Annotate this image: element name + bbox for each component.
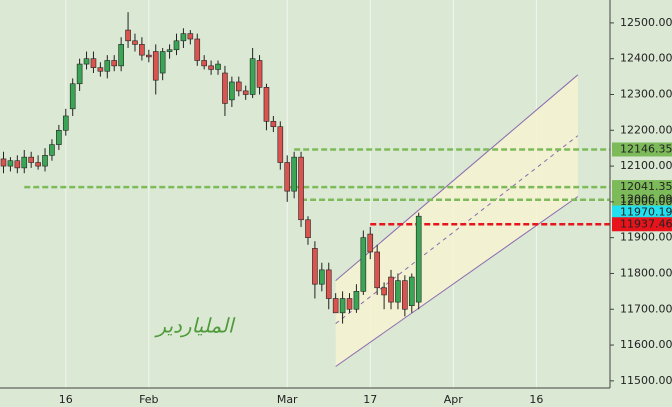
level-label-bg [612, 142, 672, 157]
candle-body [83, 58, 90, 65]
candle-body [0, 158, 7, 167]
y-tick-label: 11600.00 [620, 338, 672, 351]
candle-body [319, 269, 325, 285]
candle-body [49, 144, 55, 156]
level-label: 12041.35 [620, 180, 672, 193]
candle-body [325, 269, 332, 299]
candle-body [7, 160, 14, 167]
x-tick-label: Mar [277, 393, 298, 406]
x-tick-label: Feb [139, 393, 158, 406]
level-label: 12146.35 [620, 142, 672, 155]
x-tick-label: 16 [59, 393, 73, 406]
level-label: 11937.46 [620, 217, 672, 230]
candle-body [395, 280, 401, 303]
x-tick-label: 17 [363, 393, 377, 406]
candle-body [139, 44, 145, 56]
candle-body [353, 291, 360, 310]
candle-body [256, 60, 263, 88]
candle-body [42, 155, 48, 167]
y-tick-label: 12200.00 [620, 123, 672, 136]
candle-body [111, 60, 118, 67]
candle-body [332, 298, 339, 314]
y-tick-label: 12300.00 [620, 87, 672, 100]
candle-body [125, 29, 131, 42]
x-tick-label: Apr [444, 393, 464, 406]
candle-body [201, 60, 207, 67]
candle-body [132, 40, 138, 45]
candle-body [222, 72, 228, 104]
candle-body [76, 63, 83, 85]
candle-body [388, 276, 394, 303]
candle-body [173, 40, 180, 51]
candle-body [21, 156, 28, 169]
candle-body [242, 90, 249, 95]
level-label-bg [612, 192, 672, 207]
y-tick-label: 12400.00 [620, 52, 672, 65]
candle-body [90, 58, 97, 68]
candle-body [415, 215, 422, 303]
candle-body [146, 54, 152, 58]
candle-body [152, 51, 159, 81]
y-tick-label: 12500.00 [620, 16, 672, 29]
candle-body [104, 60, 111, 72]
candle-body [277, 126, 284, 163]
candle-body [35, 162, 41, 167]
y-tick-label: 12000.00 [620, 195, 672, 208]
candle-body [194, 38, 201, 61]
candle-body [69, 83, 76, 110]
candle-body [62, 115, 69, 131]
candle-body [56, 129, 62, 145]
candle-body [97, 67, 104, 72]
candle-body [367, 233, 374, 253]
candle-body [402, 280, 408, 310]
candle-body [215, 63, 221, 70]
channel-mid [335, 135, 579, 324]
level-label-bg [612, 180, 672, 195]
candle-body [360, 237, 367, 292]
y-tick-label: 11700.00 [620, 302, 672, 315]
y-tick-label: 11800.00 [620, 266, 672, 279]
level-label: 11970.19 [620, 206, 672, 219]
candle-body [346, 298, 353, 310]
candle-body [381, 287, 387, 296]
candle-body [14, 160, 21, 169]
candle-body [249, 58, 256, 95]
y-tick-label: 11500.00 [620, 374, 672, 387]
candle-body [339, 298, 346, 314]
candle-body [408, 276, 415, 306]
candle-body [235, 81, 242, 92]
candle-body [229, 81, 235, 101]
level-label-bg [612, 217, 672, 232]
candle-body [291, 156, 297, 192]
candle-body [312, 248, 318, 285]
x-tick-label: 16 [529, 393, 543, 406]
candle-body [263, 87, 270, 122]
candle-body [298, 156, 304, 221]
watermark: الملياردير [153, 314, 236, 338]
candle-body [159, 51, 166, 74]
level-label: 12006.09 [620, 193, 672, 206]
channel-upper [335, 74, 579, 282]
candle-body [305, 219, 311, 238]
candle-body [374, 251, 380, 289]
y-tick-label: 12100.00 [620, 159, 672, 172]
candle-body [270, 121, 277, 128]
candle-body [208, 65, 214, 70]
candle-body [118, 44, 124, 67]
level-label-bg [612, 205, 672, 220]
candle-body [284, 162, 291, 192]
candle-body [187, 33, 194, 40]
candle-body [28, 156, 34, 163]
candle-body [180, 33, 187, 42]
y-tick-label: 11900.00 [620, 231, 672, 244]
candle-body [166, 49, 173, 52]
